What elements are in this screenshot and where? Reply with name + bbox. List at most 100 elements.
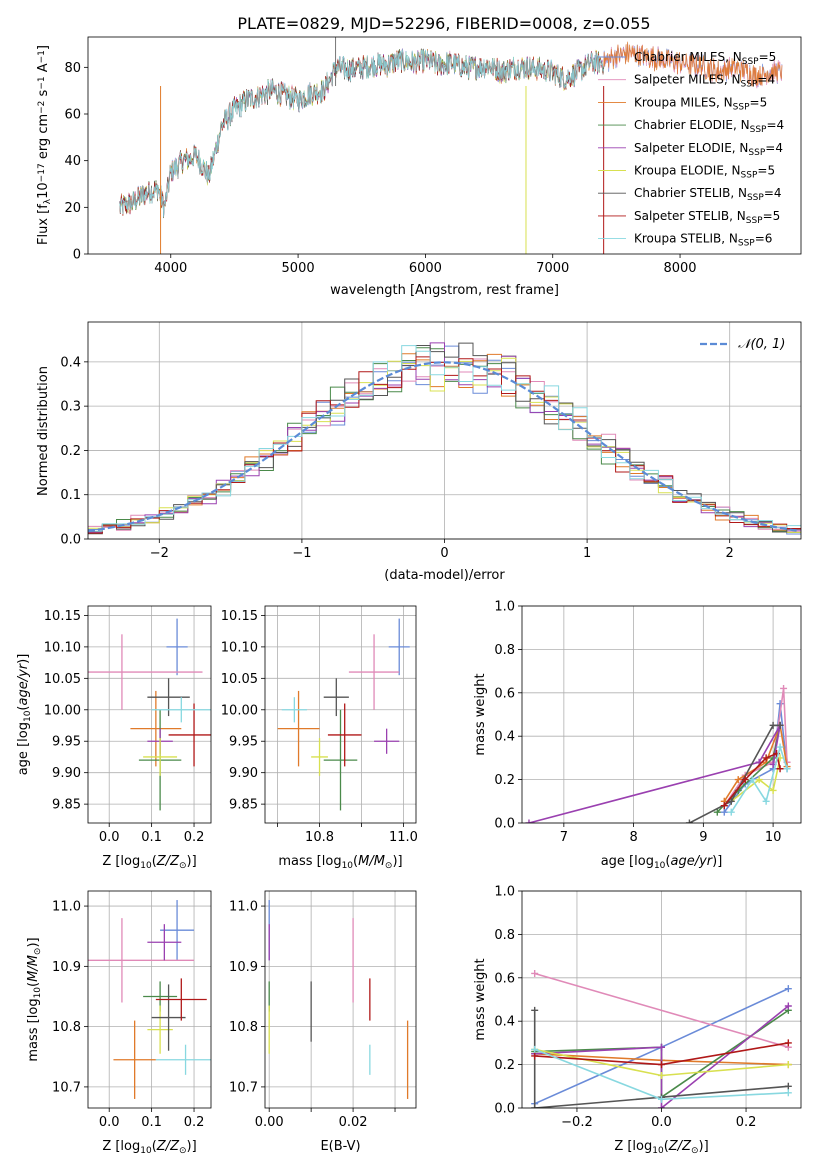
errorbar-point — [281, 697, 307, 723]
figure-title: PLATE=0829, MJD=52296, FIBERID=0008, z=0… — [237, 14, 650, 33]
weight-marker — [776, 765, 784, 773]
label-part: Kroupa STELIB, N — [634, 232, 738, 246]
tick-label-y: 10.10 — [221, 640, 258, 655]
tick-label-y: 0.4 — [494, 1015, 515, 1030]
weight-marker — [720, 802, 728, 810]
tick-label-x: 2 — [726, 546, 734, 561]
plot-area — [268, 900, 409, 1099]
label-part: Z [log — [102, 1139, 140, 1154]
weight-marker — [762, 797, 770, 805]
label-part: =5 — [763, 209, 781, 223]
tick-label-x: 7 — [560, 830, 568, 845]
weight-marker — [720, 808, 728, 816]
tick-label-y: 0.6 — [494, 686, 515, 701]
label-part: )] — [699, 1139, 709, 1154]
legend-entry: Kroupa MILES, NSSP=5 — [634, 95, 767, 112]
errorbar-point — [155, 1044, 211, 1075]
tick-label-x: −2 — [150, 546, 169, 561]
legend-entry: Chabrier ELODIE, NSSP=4 — [634, 118, 784, 135]
label-part: E(B-V) — [320, 1139, 360, 1154]
weight-marker — [784, 1002, 792, 1010]
label-part: ( — [16, 706, 31, 711]
label-part: SSP — [747, 193, 764, 203]
label-part: Flux [f — [36, 204, 51, 245]
label-part: −17 — [37, 163, 47, 182]
label-part: SSP — [742, 57, 759, 67]
tick-label-y: 10.15 — [221, 609, 258, 624]
weight-marker — [531, 1104, 539, 1108]
errorbar-point — [168, 703, 211, 767]
label-part: age/yr — [16, 662, 31, 705]
label-part: )] — [187, 854, 197, 869]
legend-entry: Kroupa ELODIE, NSSP=5 — [634, 164, 775, 181]
tick-label-x: 10 — [765, 830, 782, 845]
label-part: =5 — [757, 164, 775, 178]
label-part: Salpeter ELODIE, N — [634, 141, 748, 155]
label-part: −1 — [37, 50, 47, 63]
weight-marker — [658, 1061, 665, 1069]
tick-label-x: −1 — [292, 546, 311, 561]
tick-label-y: 10.15 — [44, 609, 81, 624]
label-part: ⊙ — [33, 948, 43, 956]
label-part: 10 — [140, 861, 152, 871]
label-part: )] — [712, 854, 722, 869]
errorbar-point — [143, 738, 178, 776]
errorbar-point — [348, 634, 400, 710]
label-part: 10 — [23, 710, 33, 722]
errorbar-point — [166, 618, 188, 676]
weight-marker — [658, 1104, 665, 1108]
x-axis-label: wavelength [Angstrom, rest frame] — [330, 283, 559, 298]
tick-label-y: 10.8 — [229, 1020, 258, 1035]
errorbar-point — [113, 1020, 156, 1099]
errorbar-point — [147, 924, 182, 961]
tick-label-y: 10.7 — [52, 1080, 81, 1095]
tick-label-x: 8 — [629, 830, 637, 845]
plot-area — [531, 969, 792, 1108]
tick-label-y: 10.00 — [221, 703, 258, 718]
legend-entry: Salpeter MILES, NSSP=4 — [634, 73, 775, 90]
label-part: Z [log — [102, 854, 140, 869]
errorbar-point — [311, 738, 328, 776]
tick-label-y: 10.8 — [52, 1020, 81, 1035]
label-part: A — [36, 63, 51, 76]
label-part: ⊙ — [691, 1146, 699, 1156]
tick-label-y: 0.6 — [494, 971, 515, 986]
tick-label-x: 9 — [699, 830, 707, 845]
plot-area — [88, 342, 801, 535]
tick-label-y: 10.9 — [52, 960, 81, 975]
tick-label-y: 0.2 — [494, 773, 515, 788]
tick-label-y: 0.0 — [60, 533, 81, 548]
label-part: =4 — [765, 141, 783, 155]
label-part: M/M — [358, 854, 385, 869]
x-axis-label: E(B-V) — [320, 1139, 360, 1154]
tick-label-x: 6000 — [409, 261, 442, 276]
tick-label-x: 0.2 — [736, 1115, 757, 1130]
histogram-kroupa-elodie — [88, 357, 801, 533]
label-part: age [log — [601, 854, 654, 869]
tick-label-x: 0.0 — [651, 1115, 672, 1130]
tick-label-x: 10.8 — [305, 830, 334, 845]
plot-area — [119, 37, 783, 254]
age-vs-mass-chart: 10.8 11.0 9.85 9.90 9.95 10.00 10.05 10.10 10.15… — [221, 605, 418, 871]
axes-frame — [87, 36, 802, 255]
label-part: Chabrier STELIB, N — [634, 186, 747, 200]
legend-entry: Salpeter ELODIE, NSSP=4 — [634, 141, 783, 158]
plot-area — [88, 618, 211, 811]
label-part: SSP — [733, 102, 750, 112]
tick-label-y: 10.00 — [44, 703, 81, 718]
label-part: 10 — [36, 182, 51, 199]
weight-marker — [531, 1006, 539, 1014]
tick-label-y: 0.4 — [494, 730, 515, 745]
x-axis-label: mass [log10(M/M⊙)] — [278, 854, 402, 871]
weight-marker — [755, 776, 763, 784]
tick-label-x: 5000 — [282, 261, 315, 276]
errorbar-point — [323, 709, 358, 811]
label-part: SSP — [741, 79, 758, 89]
y-axis-label: Flux [fλ10−17 erg cm−2 s−1 A−1] — [36, 45, 53, 245]
label-part: Z/Z — [156, 1139, 180, 1154]
weight-marker — [784, 1039, 792, 1047]
label-part: λ — [43, 198, 53, 204]
label-part: =4 — [757, 73, 775, 87]
tick-label-y: 1.0 — [494, 885, 515, 900]
